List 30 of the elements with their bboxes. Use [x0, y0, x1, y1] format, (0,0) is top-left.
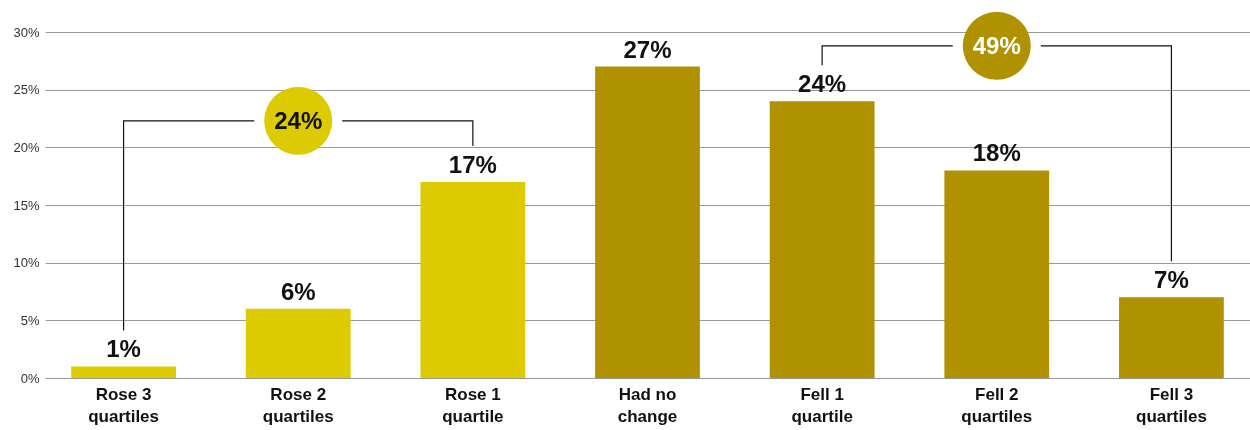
bar [245, 308, 351, 378]
bar [595, 66, 700, 378]
x-tick-label: Fell 2 quartiles [961, 384, 1033, 426]
bar [944, 170, 1050, 378]
x-tick-label: Rose 3 quartiles [88, 384, 160, 426]
y-tick-label: 10% [13, 255, 40, 271]
bar [769, 101, 875, 378]
data-label: 27% [623, 35, 672, 63]
data-label: 1% [106, 335, 141, 363]
y-tick-label: 15% [13, 197, 40, 213]
data-label: 7% [1154, 266, 1189, 294]
x-tick-label: Rose 1 quartile [442, 384, 504, 426]
y-tick-label: 0% [20, 370, 40, 386]
data-label: 18% [972, 139, 1021, 167]
x-tick-label: Had no change [617, 384, 678, 426]
bar [420, 181, 526, 378]
annotation: 49% [972, 31, 1021, 59]
annotation: 24% [274, 106, 323, 134]
y-tick-label: 5% [20, 312, 40, 328]
x-tick-label: Fell 1 quartile [791, 384, 853, 426]
data-label: 24% [798, 70, 847, 98]
y-tick-label: 30% [13, 24, 40, 40]
x-tick-label: Rose 2 quartiles [262, 384, 334, 426]
bar [1119, 297, 1224, 378]
y-tick-label: 25% [13, 82, 40, 98]
data-label: 6% [280, 277, 316, 305]
x-tick-label: Fell 3 quartiles [1135, 384, 1207, 426]
bar [71, 366, 176, 378]
y-tick-label: 20% [13, 139, 40, 155]
data-label: 17% [448, 150, 497, 178]
